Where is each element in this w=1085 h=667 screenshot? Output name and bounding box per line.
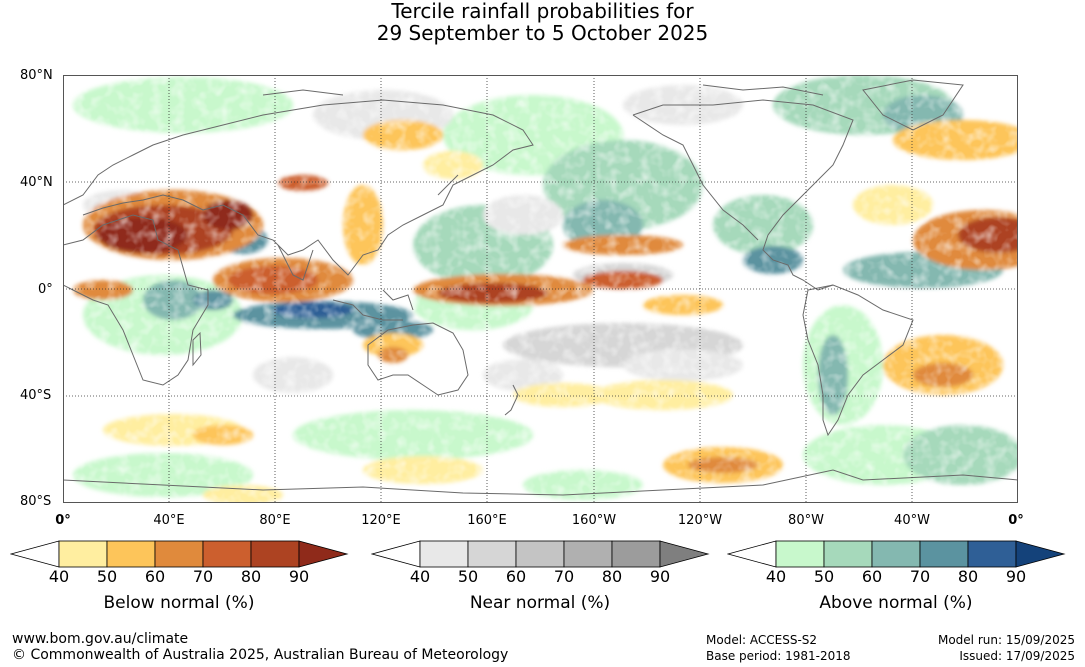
colorbar-box	[250, 540, 300, 568]
graticule	[63, 75, 1018, 503]
colorbar-left-arrow	[727, 540, 777, 568]
colorbar-box	[823, 540, 873, 568]
lon-label-120e: 120°E	[361, 513, 401, 528]
above-tick-60: 60	[861, 567, 883, 586]
lon-label-120w: 120°W	[677, 513, 723, 528]
footer-copyright: © Commonwealth of Australia 2025, Austra…	[12, 647, 509, 663]
coastlines	[63, 79, 1018, 496]
colorbar-left-arrow	[371, 540, 421, 568]
near-tick-80: 80	[601, 567, 623, 586]
footer-model-run: Model run: 15/09/2025	[937, 633, 1075, 647]
near-normal-title: Near normal (%)	[469, 593, 611, 613]
lat-label-40n: 40°N	[20, 175, 53, 190]
below-tick-70: 70	[192, 567, 214, 586]
title-line-2: 29 September to 5 October 2025	[376, 21, 709, 45]
colorbar-box	[775, 540, 825, 568]
below-tick-60: 60	[144, 567, 166, 586]
lat-label-80s: 80°S	[20, 494, 52, 509]
colorbar-box	[106, 540, 156, 568]
lon-label-0: 0°	[55, 513, 71, 528]
above-tick-70: 70	[909, 567, 931, 586]
lon-label-80e: 80°E	[259, 513, 291, 528]
near-tick-60: 60	[505, 567, 527, 586]
footer-url: www.bom.gov.au/climate	[12, 631, 189, 647]
near-tick-40: 40	[409, 567, 431, 586]
above-tick-80: 80	[957, 567, 979, 586]
colorbar-above-normal	[727, 540, 1066, 568]
footer-model: Model: ACCESS-S2	[706, 633, 818, 647]
lat-label-0: 0°	[38, 282, 53, 297]
lat-label-40s: 40°S	[20, 388, 52, 403]
below-tick-90: 90	[288, 567, 310, 586]
colorbar-box	[871, 540, 921, 568]
colorbar-box	[202, 540, 252, 568]
lon-label-40w: 40°W	[894, 513, 930, 528]
colorbar-box	[967, 540, 1017, 568]
footer-base-period: Base period: 1981-2018	[706, 649, 851, 663]
lon-label-40e: 40°E	[153, 513, 185, 528]
colorbar-left-arrow	[10, 540, 60, 568]
below-tick-40: 40	[48, 567, 70, 586]
above-tick-50: 50	[813, 567, 835, 586]
colorbar-box	[419, 540, 469, 568]
near-tick-90: 90	[649, 567, 671, 586]
below-normal-title: Below normal (%)	[103, 593, 255, 613]
below-tick-50: 50	[96, 567, 118, 586]
colorbar-near-normal	[371, 540, 710, 568]
lon-label-160e: 160°E	[467, 513, 507, 528]
colorbar-box	[154, 540, 204, 568]
above-normal-title: Above normal (%)	[819, 593, 973, 613]
above-tick-90: 90	[1005, 567, 1027, 586]
colorbar-box	[563, 540, 613, 568]
colorbar-right-arrow	[298, 540, 349, 568]
map-title: Tercile rainfall probabilities for 29 Se…	[0, 0, 1085, 44]
colorbar-below-normal	[10, 540, 349, 568]
footer-issued: Issued: 17/09/2025	[959, 649, 1075, 663]
colorbar-right-arrow	[1015, 540, 1066, 568]
lon-label-160w: 160°W	[571, 513, 617, 528]
lon-label-80w: 80°W	[788, 513, 824, 528]
colorbar-box	[467, 540, 517, 568]
above-tick-40: 40	[765, 567, 787, 586]
colorbar-box	[515, 540, 565, 568]
colorbar-box	[611, 540, 661, 568]
lon-label-0-east: 0°	[1008, 513, 1024, 528]
below-tick-80: 80	[240, 567, 262, 586]
colorbar-right-arrow	[659, 540, 710, 568]
colorbar-box	[919, 540, 969, 568]
title-line-1: Tercile rainfall probabilities for	[391, 0, 694, 23]
rainfall-probability-map	[63, 75, 1018, 503]
map-canvas	[63, 75, 1018, 503]
lat-label-80n: 80°N	[20, 68, 53, 83]
colorbar-box	[58, 540, 108, 568]
near-tick-70: 70	[553, 567, 575, 586]
near-tick-50: 50	[457, 567, 479, 586]
